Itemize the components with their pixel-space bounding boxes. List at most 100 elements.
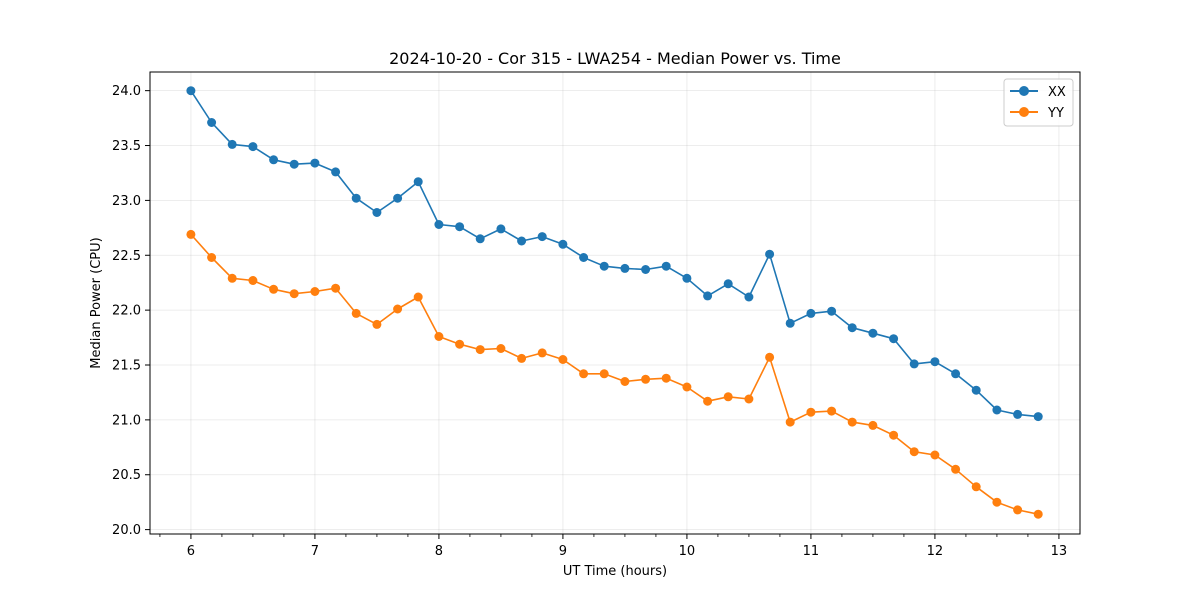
data-point-yy (1013, 505, 1023, 515)
data-point-xx (992, 405, 1002, 415)
y-axis-label: Median Power (CPU) (89, 237, 104, 368)
data-point-yy (413, 292, 423, 302)
data-point-xx (1013, 409, 1023, 419)
y-tick-label: 23.0 (112, 194, 141, 209)
legend-marker-yy (1019, 107, 1029, 117)
data-point-yy (909, 447, 919, 457)
data-point-yy (930, 450, 940, 460)
x-tick-label: 7 (311, 544, 319, 559)
data-point-yy (475, 345, 485, 355)
data-point-yy (289, 289, 299, 299)
data-point-xx (207, 118, 217, 127)
y-tick-label: 22.0 (112, 304, 141, 319)
legend-marker-xx (1019, 86, 1029, 96)
data-point-xx (496, 224, 506, 234)
y-tick-label: 20.0 (112, 523, 141, 538)
y-tick-label: 20.5 (112, 468, 141, 483)
data-point-yy (765, 352, 775, 362)
data-point-xx (620, 263, 630, 273)
x-tick-label: 9 (559, 544, 567, 559)
data-point-xx (310, 158, 320, 168)
data-point-yy (393, 304, 403, 314)
data-point-xx (661, 261, 671, 271)
data-point-yy (951, 464, 961, 474)
data-point-yy (579, 369, 589, 379)
data-point-yy (992, 497, 1002, 507)
x-tick-label: 6 (187, 544, 195, 559)
data-point-yy (1033, 509, 1043, 519)
data-point-xx (930, 357, 940, 367)
data-point-xx (289, 159, 299, 169)
data-point-yy (372, 319, 382, 329)
data-point-yy (847, 417, 857, 427)
data-point-xx (579, 253, 589, 262)
data-point-xx (599, 261, 609, 271)
y-tick-label: 22.5 (112, 249, 141, 264)
data-point-xx (847, 323, 857, 333)
data-point-yy (207, 253, 217, 262)
y-tick-label: 23.5 (112, 139, 141, 154)
data-point-xx (909, 359, 919, 369)
data-point-yy (517, 353, 527, 363)
data-point-xx (248, 142, 258, 152)
data-point-yy (889, 430, 899, 440)
data-point-xx (186, 86, 196, 96)
data-point-yy (496, 344, 506, 353)
data-point-yy (868, 420, 878, 430)
data-point-xx (517, 236, 527, 246)
y-tick-label: 21.0 (112, 413, 141, 428)
data-point-xx (765, 249, 775, 259)
data-point-xx (641, 265, 651, 274)
data-point-yy (785, 417, 795, 427)
data-point-xx (806, 308, 816, 318)
data-point-yy (331, 283, 341, 293)
data-point-xx (227, 139, 237, 149)
data-point-yy (227, 273, 237, 283)
data-point-yy (310, 287, 320, 296)
data-point-yy (827, 406, 837, 416)
axes-frame (149, 71, 1081, 535)
legend-label-yy: YY (1047, 106, 1064, 121)
data-point-xx (744, 292, 754, 302)
data-point-xx (868, 328, 878, 338)
data-point-yy (351, 308, 361, 318)
data-point-yy (455, 339, 465, 349)
x-tick-label: 12 (927, 544, 944, 559)
data-point-yy (248, 276, 258, 285)
data-point-xx (475, 234, 485, 244)
data-point-yy (971, 482, 981, 492)
y-tick-label: 21.5 (112, 359, 141, 374)
data-point-xx (351, 193, 361, 203)
data-point-yy (661, 373, 671, 383)
data-point-xx (827, 306, 837, 316)
x-tick-label: 11 (803, 544, 820, 559)
data-point-xx (889, 334, 899, 344)
data-point-yy (806, 407, 816, 417)
data-point-yy (537, 348, 547, 358)
data-point-yy (620, 377, 630, 386)
data-point-xx (971, 385, 981, 395)
legend: XX YY (1003, 78, 1074, 127)
x-tick-label: 8 (435, 544, 443, 559)
y-tick-label: 24.0 (112, 84, 141, 99)
data-point-xx (537, 232, 547, 242)
x-axis-label: UT Time (hours) (563, 564, 667, 579)
data-point-xx (434, 220, 444, 229)
data-point-yy (186, 229, 196, 239)
data-point-xx (785, 318, 795, 328)
data-point-xx (1033, 412, 1043, 422)
data-point-yy (558, 355, 568, 364)
data-point-yy (744, 394, 754, 404)
data-point-yy (682, 382, 692, 392)
data-point-yy (599, 369, 609, 379)
data-point-xx (723, 279, 733, 289)
data-point-yy (641, 374, 651, 384)
data-point-xx (558, 239, 568, 249)
data-point-xx (413, 177, 423, 187)
data-point-xx (269, 155, 279, 165)
x-tick-label: 13 (1051, 544, 1068, 559)
data-point-xx (331, 167, 341, 177)
data-point-yy (703, 396, 713, 406)
data-point-yy (269, 284, 279, 294)
